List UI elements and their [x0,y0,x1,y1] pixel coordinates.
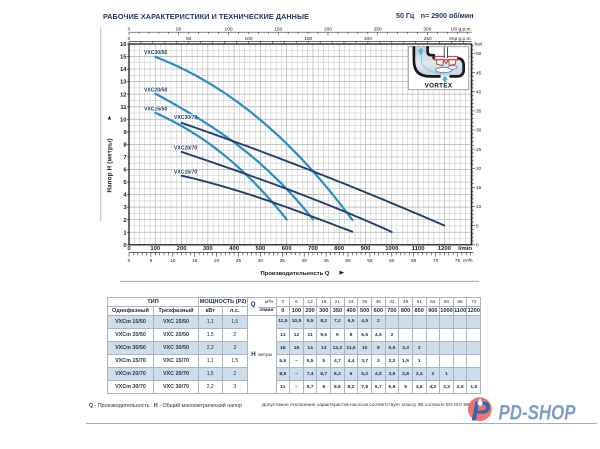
svg-text:60: 60 [389,258,395,264]
svg-text:25: 25 [476,147,482,153]
svg-text:5: 5 [150,258,153,264]
svg-text:15: 15 [120,55,127,61]
svg-text:40: 40 [476,90,482,96]
svg-text:300: 300 [423,27,431,33]
svg-text:35: 35 [476,109,482,115]
svg-text:PD-SHOP: PD-SHOP [499,401,577,424]
svg-text:100: 100 [244,36,252,42]
svg-text:45: 45 [476,70,482,76]
svg-text:0: 0 [128,258,131,264]
svg-text:250: 250 [424,36,432,42]
svg-text:7: 7 [123,155,127,161]
svg-text:l/min: l/min [458,246,472,252]
svg-text:500: 500 [255,246,266,252]
svg-text:10: 10 [170,258,176,264]
svg-text:200: 200 [364,36,372,42]
svg-text:0: 0 [128,36,131,42]
svg-text:40: 40 [302,258,308,264]
svg-text:200: 200 [177,246,188,252]
svg-text:0: 0 [476,243,479,249]
svg-text:Imp g.p.m.: Imp g.p.m. [449,36,472,42]
svg-text:8: 8 [123,143,127,149]
svg-text:10: 10 [120,117,127,123]
svg-text:VXC15/70: VXC15/70 [174,169,197,175]
svg-text:200: 200 [324,27,332,33]
svg-text:US g.p.m.: US g.p.m. [451,27,472,33]
svg-text:25: 25 [236,258,242,264]
svg-text:4: 4 [123,193,127,199]
svg-text:Напор Н (метры): Напор Н (метры) [107,138,114,192]
svg-text:70: 70 [433,258,439,264]
svg-text:0: 0 [128,27,131,33]
svg-text:13: 13 [120,80,127,86]
svg-text:600: 600 [282,246,293,252]
svg-text:9: 9 [123,130,127,136]
svg-text:30: 30 [258,258,264,264]
svg-text:1: 1 [123,230,127,236]
svg-text:VXC30/50: VXC30/50 [144,50,167,56]
svg-text:30: 30 [476,128,482,134]
svg-text:VXC20/50: VXC20/50 [144,88,167,94]
svg-text:50: 50 [345,258,351,264]
svg-text:m³/h: m³/h [463,258,473,264]
svg-text:50: 50 [176,27,182,33]
svg-text:Производительность Q: Производительность Q [260,271,329,277]
svg-text:12: 12 [120,92,127,98]
svg-text:75: 75 [455,258,461,264]
svg-text:5: 5 [123,180,127,186]
svg-text:700: 700 [308,246,319,252]
svg-text:14: 14 [120,67,127,73]
svg-text:feet: feet [475,42,484,48]
svg-text:2: 2 [123,218,127,224]
svg-text:100: 100 [150,246,161,252]
svg-text:150: 150 [304,36,312,42]
svg-text:1200: 1200 [438,246,452,252]
svg-text:P: P [471,396,490,427]
svg-text:5: 5 [476,223,479,229]
svg-text:1000: 1000 [385,246,399,252]
svg-text:15: 15 [192,258,198,264]
svg-text:3: 3 [123,205,127,211]
svg-text:45: 45 [323,258,329,264]
svg-text:6: 6 [123,168,127,174]
svg-text:1100: 1100 [412,246,426,252]
svg-text:VXC20/70: VXC20/70 [174,145,197,151]
svg-text:0: 0 [127,246,131,252]
svg-text:10: 10 [476,204,482,210]
svg-text:11: 11 [120,105,127,111]
svg-text:55: 55 [367,258,373,264]
svg-text:300: 300 [203,246,214,252]
svg-text:50: 50 [186,36,192,42]
svg-text:16: 16 [120,42,127,48]
svg-text:900: 900 [361,246,372,252]
svg-text:20: 20 [476,166,482,172]
svg-text:35: 35 [280,258,286,264]
svg-text:250: 250 [374,27,382,33]
svg-text:VXC30/70: VXC30/70 [174,115,197,121]
svg-text:0: 0 [123,243,127,249]
svg-text:150: 150 [274,27,282,33]
svg-text:400: 400 [229,246,240,252]
svg-text:65: 65 [411,258,417,264]
svg-text:VXC15/50: VXC15/50 [144,107,167,113]
svg-text:50: 50 [476,51,482,57]
svg-text:15: 15 [476,185,482,191]
svg-text:20: 20 [214,258,220,264]
svg-text:100: 100 [224,27,232,33]
svg-text:VORTEX: VORTEX [425,83,453,90]
svg-text:800: 800 [334,246,345,252]
